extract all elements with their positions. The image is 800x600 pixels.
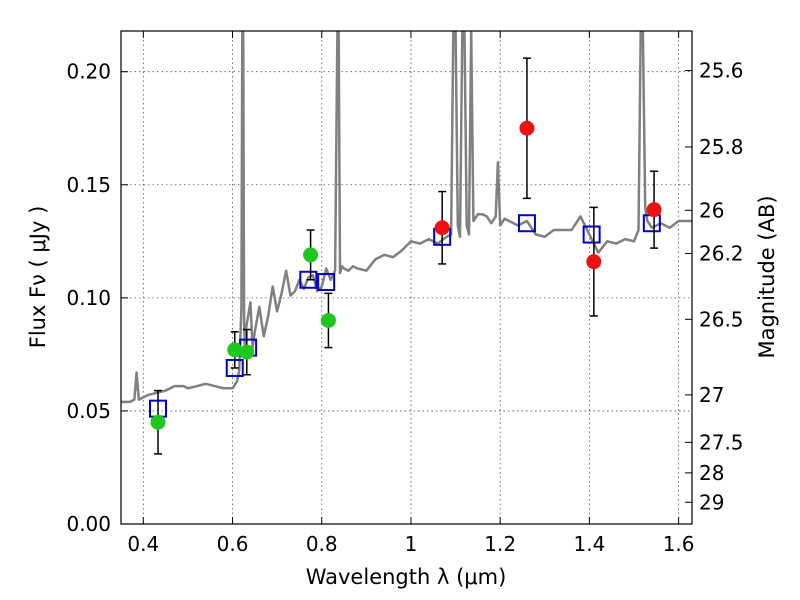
x-tick-label: 1.2 — [484, 532, 516, 556]
photometry-point — [586, 254, 602, 270]
right-axis-label: Magnitude (AB) — [755, 195, 779, 358]
y-tick-label: 0.15 — [66, 173, 111, 197]
y-tick-label: 0.20 — [66, 60, 111, 84]
magnitude-tick-label: 26.2 — [699, 242, 744, 266]
x-tick-label: 1 — [405, 532, 418, 556]
grid — [121, 31, 692, 525]
photometry-point — [239, 344, 255, 360]
x-tick-label: 0.4 — [127, 532, 159, 556]
photometry-point — [646, 202, 662, 218]
data-layer — [121, 31, 692, 455]
model-flux-square — [299, 270, 318, 289]
magnitude-tick-label: 26 — [699, 198, 724, 222]
magnitude-tick-label: 29 — [699, 490, 724, 514]
photometry-point — [303, 247, 319, 263]
plot-area — [121, 31, 692, 524]
photometry-point — [150, 414, 166, 430]
photometry-point — [434, 220, 450, 236]
x-tick-label: 1.4 — [573, 532, 605, 556]
axes: 0.4 0.6 0.8 1 1.2 1.4 1.6 0.00 0.05 0.10 0.15 0.20 2… — [66, 31, 744, 556]
plot-frame — [120, 30, 693, 525]
magnitude-tick-label: 27 — [699, 383, 724, 407]
magnitude-tick-label: 25.8 — [699, 135, 744, 159]
magnitude-tick-label: 26.5 — [699, 307, 744, 331]
y-axis-label: Flux Fν ( μJy ) — [26, 206, 50, 349]
template-spectrum-line — [121, 31, 692, 404]
magnitude-tick-label: 28 — [699, 461, 724, 485]
x-tick-label: 0.6 — [217, 532, 249, 556]
y-tick-label: 0.10 — [66, 286, 111, 310]
y-tick-label: 0.00 — [66, 512, 111, 536]
model-flux-square — [517, 214, 536, 233]
model-flux-square — [317, 273, 336, 292]
photometry-point — [227, 342, 243, 358]
x-tick-label: 0.8 — [306, 532, 338, 556]
photometry-point — [320, 312, 336, 328]
photometry-point — [519, 120, 535, 136]
x-tick-label: 1.6 — [663, 532, 695, 556]
model-flux-square — [582, 225, 601, 244]
magnitude-tick-label: 27.5 — [699, 430, 744, 454]
y-tick-label: 0.05 — [66, 399, 111, 423]
magnitude-tick-label: 25.6 — [699, 59, 744, 83]
x-axis-label: Wavelength λ (μm) — [306, 565, 507, 589]
